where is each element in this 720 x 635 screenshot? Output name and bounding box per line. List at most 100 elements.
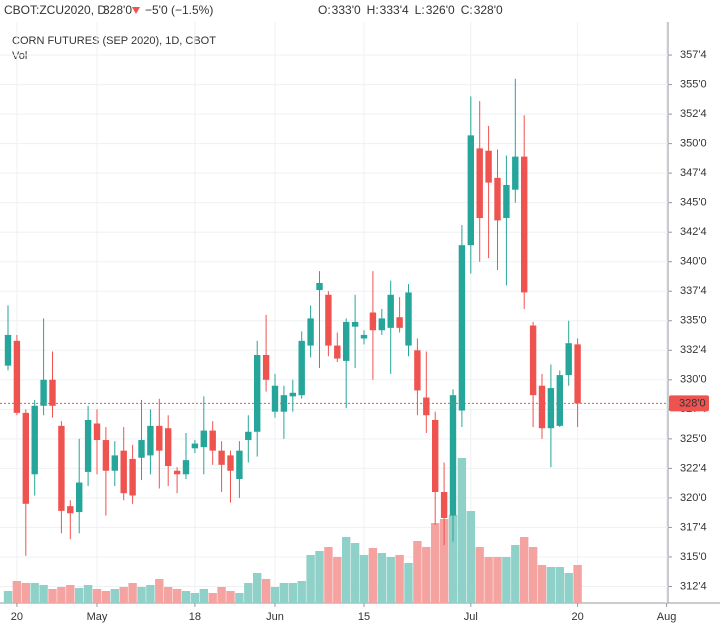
volume-bar: [520, 537, 529, 603]
volume-bar: [333, 557, 342, 603]
volume-bar: [39, 585, 48, 603]
volume-bar: [573, 565, 582, 603]
x-tick-label: Jun: [266, 611, 284, 623]
y-tick-label: 355'0: [680, 78, 707, 90]
volume-bar: [564, 573, 573, 603]
volume-bar: [190, 593, 200, 603]
candle-body: [423, 397, 430, 416]
candle-body: [129, 458, 136, 496]
ohlc-label: H:: [367, 3, 379, 17]
volume-bar: [528, 547, 538, 603]
y-tick-label: 312'4: [680, 580, 707, 592]
ohlc-value: 333'4: [380, 3, 409, 17]
candle-body: [147, 425, 154, 456]
candle-body: [102, 440, 110, 471]
volume-bar: [101, 591, 111, 603]
volume-bar: [350, 543, 360, 603]
candle-body: [476, 148, 483, 219]
volume-bar: [475, 547, 484, 603]
volume-bar: [12, 581, 22, 603]
candle-body: [529, 325, 537, 396]
candle-body: [467, 135, 474, 246]
candle-body: [209, 430, 216, 451]
volume-bar: [48, 589, 57, 603]
candles: [4, 78, 581, 556]
candle-body: [31, 405, 38, 475]
candle-body: [165, 428, 172, 467]
volume-bar: [377, 553, 386, 603]
volume-label: Vol: [12, 50, 27, 62]
candle-body: [191, 443, 199, 449]
candle-body: [76, 482, 83, 513]
candle-body: [334, 345, 341, 359]
volume-bar: [92, 589, 102, 603]
volume-bar: [386, 557, 395, 603]
volume-bar: [315, 551, 324, 603]
chart-title: CORN FUTURES (SEP 2020), 1D, CBOT: [12, 35, 216, 47]
candle-body: [182, 460, 190, 475]
volume-bar: [261, 579, 271, 603]
y-tick-label: 332'4: [680, 344, 707, 356]
volume-bar: [181, 591, 191, 603]
volume-bar: [137, 587, 146, 603]
x-tick-label: 15: [358, 611, 370, 623]
candle-body: [521, 156, 528, 293]
y-tick-label: 342'4: [680, 226, 707, 238]
candle-body: [565, 343, 572, 376]
volume-bar: [128, 583, 137, 603]
volume-bar: [208, 593, 217, 603]
y-tick-label: 330'0: [680, 374, 707, 386]
y-tick-label: 320'0: [680, 492, 707, 504]
y-tick-label: 337'4: [680, 285, 707, 297]
candle-body: [538, 385, 546, 429]
candle-body: [574, 344, 581, 404]
candle-body: [343, 321, 350, 361]
volume-bar: [342, 537, 351, 603]
ohlc-value: 328'0: [474, 3, 503, 17]
volume-bar: [270, 587, 280, 603]
volume-bar: [546, 567, 556, 603]
candle-body: [289, 392, 296, 397]
x-tick-label: May: [87, 611, 108, 623]
y-tick-label: 345'0: [680, 197, 707, 209]
last-price-label: 328'0: [679, 397, 706, 409]
down-arrow: [132, 7, 140, 14]
volume-bar: [244, 583, 253, 603]
volume-bar: [511, 545, 520, 603]
volume-bar: [3, 591, 13, 603]
volume-bar: [110, 589, 119, 603]
volume-bar: [359, 555, 369, 603]
volume-bar: [119, 587, 128, 603]
candle-body: [40, 379, 47, 406]
candle-body: [200, 430, 207, 448]
volume-bar: [146, 585, 155, 603]
candle-body: [503, 184, 510, 219]
volume-bar: [66, 585, 75, 603]
candle-body: [369, 312, 377, 331]
candle-body: [298, 340, 305, 396]
volume-bar: [395, 555, 404, 603]
header: CBOT:ZCU2020, D 328'0 −5'0 (−1.5%): [4, 3, 213, 17]
candle-body: [156, 425, 163, 451]
candle-body: [396, 317, 403, 328]
candle-body: [378, 318, 385, 331]
candle-body: [512, 156, 519, 190]
ohlc-value: 333'0: [332, 3, 361, 17]
volume-bar: [21, 583, 30, 603]
volume-bar: [75, 588, 84, 603]
candle-body: [84, 419, 92, 472]
ohlc-value: 326'0: [426, 3, 455, 17]
volume-bar: [164, 587, 173, 603]
y-tick-label: 350'0: [680, 138, 707, 150]
volume-bar: [226, 591, 235, 603]
candle-body: [22, 412, 29, 504]
volume-bar: [457, 458, 467, 603]
y-tick-label: 335'0: [680, 315, 707, 327]
y-tick-label: 317'4: [680, 521, 707, 533]
candle-body: [485, 150, 492, 183]
y-tick-label: 352'4: [680, 108, 707, 120]
candle-body: [458, 245, 466, 411]
volume-bar: [413, 541, 422, 603]
volume-bar: [422, 547, 431, 603]
candle-body: [58, 425, 65, 511]
